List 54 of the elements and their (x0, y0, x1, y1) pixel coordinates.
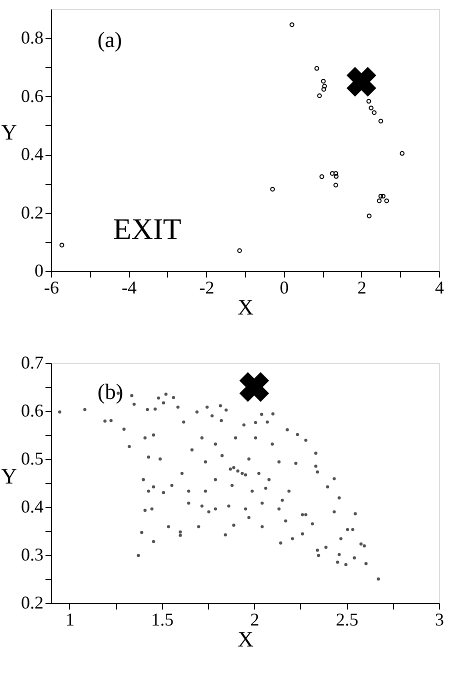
point (378, 118, 384, 124)
point (321, 86, 326, 92)
point (376, 198, 382, 204)
point (366, 214, 372, 218)
x-tick-label: 2 (357, 278, 366, 298)
point (380, 194, 386, 199)
point (384, 198, 389, 204)
point (237, 248, 242, 253)
point (372, 110, 377, 116)
point (322, 84, 327, 89)
point (333, 182, 338, 188)
point (290, 22, 294, 28)
point (330, 171, 335, 176)
y-tick-label: 0.5 (21, 448, 44, 468)
y-tick-label: 0.2 (21, 592, 44, 612)
x-tick-label: -4 (122, 278, 137, 298)
point (400, 151, 405, 156)
point (378, 194, 384, 199)
x-tick-label: -2 (199, 278, 214, 298)
y-tick-label: 0.6 (21, 400, 44, 420)
point (321, 78, 326, 84)
point (366, 98, 372, 104)
point (59, 242, 64, 248)
point (333, 171, 338, 176)
point (368, 106, 374, 110)
point (270, 186, 275, 192)
x-axis-title: X (238, 294, 254, 320)
point (319, 174, 324, 180)
annotation: EXIT (113, 212, 182, 246)
y-tick-label: 0 (34, 260, 44, 280)
point (314, 66, 320, 71)
y-tick-label: 0.4 (21, 144, 44, 164)
x-tick-label: 0 (280, 278, 289, 298)
x-tick-label: 3 (435, 610, 444, 630)
point (317, 93, 322, 98)
point (334, 174, 339, 179)
x-tick-label: 1 (65, 610, 74, 630)
point (346, 66, 376, 97)
y-tick-label: 0.3 (21, 544, 44, 564)
y-tick-label: 0.6 (21, 86, 44, 106)
y-tick-label: 0.7 (21, 352, 44, 372)
y-axis-title: Y (1, 463, 18, 488)
x-tick-label: 2.5 (336, 610, 358, 630)
x-tick-label: 4 (435, 278, 444, 298)
y-tick-label: 0.2 (21, 202, 44, 222)
x-tick-label: -6 (44, 278, 59, 298)
x-tick-label: 2 (250, 610, 260, 630)
x-tick-label: 1.5 (151, 610, 174, 630)
y-tick-label: 0.4 (21, 496, 44, 516)
y-tick-label: 0.8 (21, 28, 44, 48)
y-axis-title: Y (1, 120, 18, 145)
annotation: (a) (98, 26, 122, 52)
x-axis-title: X (238, 626, 254, 652)
annotation: (b) (98, 379, 124, 404)
